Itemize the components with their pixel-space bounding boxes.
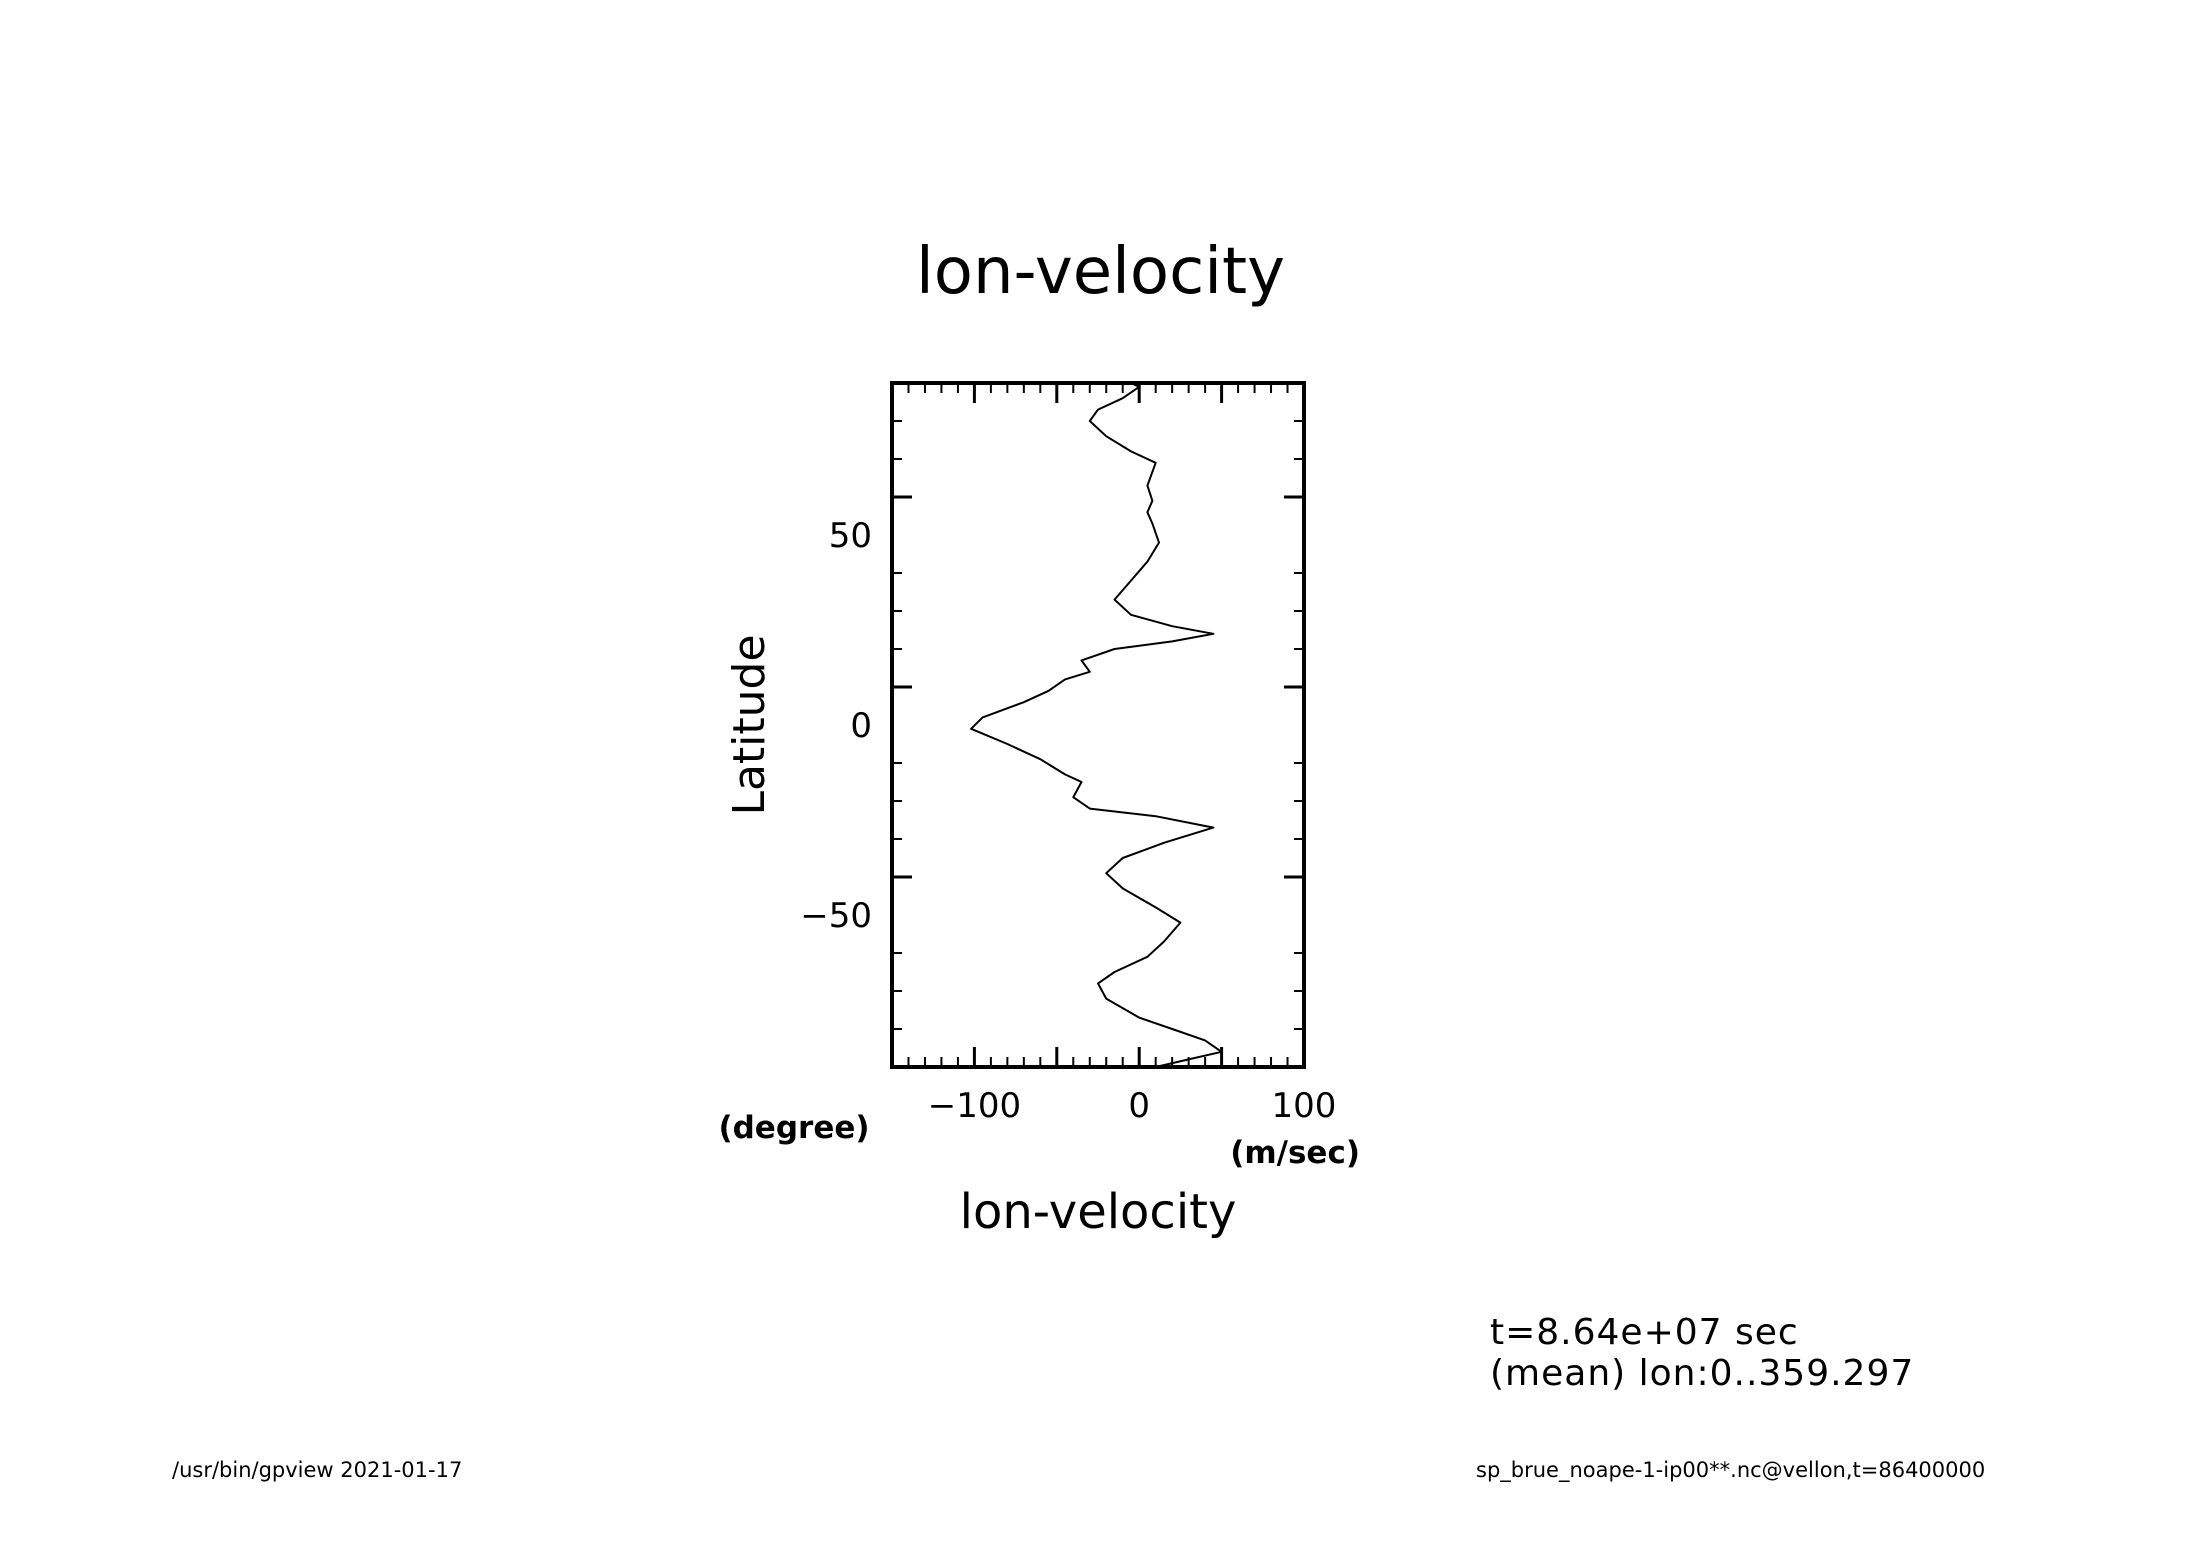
y-tick-label: 0	[850, 706, 872, 746]
time-info: t=8.64e+07 sec	[1490, 1312, 1799, 1353]
y-axis-label: Latitude	[724, 634, 775, 815]
plot-frame	[890, 381, 1306, 1069]
x-axis-label: lon-velocity	[960, 1184, 1237, 1240]
x-tick-label: 0	[1128, 1086, 1150, 1126]
mean-info: (mean) lon:0..359.297	[1490, 1353, 1915, 1394]
x-tick-label: −100	[928, 1086, 1021, 1126]
x-tick-label: 100	[1272, 1086, 1337, 1126]
y-unit: (degree)	[718, 1110, 869, 1146]
y-tick-label: 50	[829, 516, 872, 556]
y-tick-label: −50	[800, 896, 872, 936]
footer-left: /usr/bin/gpview 2021-01-17	[172, 1458, 463, 1482]
velocity-line	[970, 382, 1223, 1068]
footer-right: sp_brue_noape-1-ip00**.nc@vellon,t=86400…	[1476, 1458, 1986, 1482]
x-unit: (m/sec)	[1230, 1135, 1360, 1171]
chart-title: lon-velocity	[916, 235, 1285, 309]
